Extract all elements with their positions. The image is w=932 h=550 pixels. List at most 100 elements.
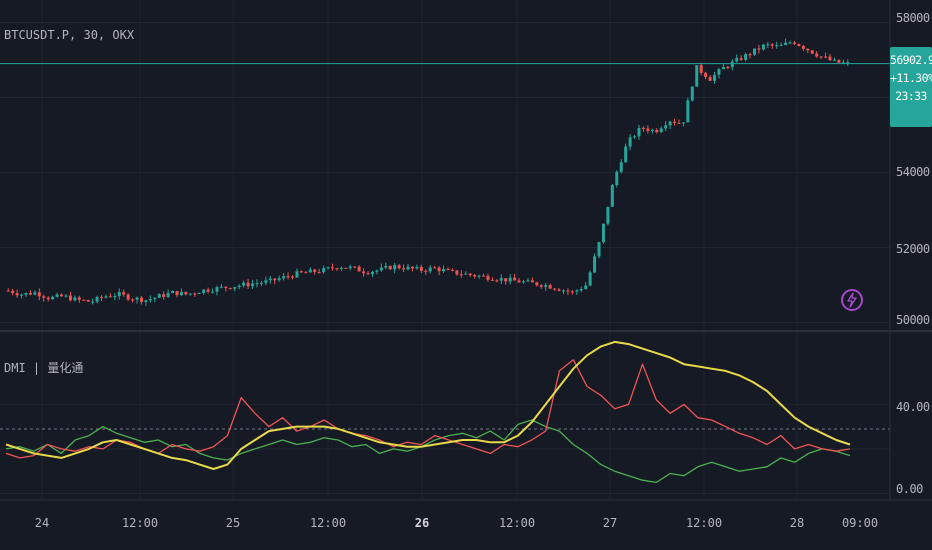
candle-body[interactable] <box>593 256 597 273</box>
candle-body[interactable] <box>188 293 192 295</box>
candle-body[interactable] <box>468 273 472 276</box>
candle-body[interactable] <box>646 128 650 132</box>
candle-body[interactable] <box>6 290 10 292</box>
candle-body[interactable] <box>228 287 232 289</box>
candle-body[interactable] <box>686 100 690 123</box>
candle-body[interactable] <box>450 269 454 271</box>
candle-body[interactable] <box>752 48 756 55</box>
candle-body[interactable] <box>433 267 437 269</box>
candle-body[interactable] <box>184 291 188 295</box>
candle-body[interactable] <box>131 299 135 301</box>
candle-body[interactable] <box>60 294 64 297</box>
candle-body[interactable] <box>770 44 774 46</box>
candle-body[interactable] <box>20 294 24 296</box>
candle-body[interactable] <box>713 74 717 81</box>
candle-body[interactable] <box>415 267 419 269</box>
di-plus-line[interactable] <box>5 419 851 484</box>
candle-body[interactable] <box>477 275 481 277</box>
candle-body[interactable] <box>717 69 721 75</box>
candle-body[interactable] <box>233 287 237 289</box>
candle-body[interactable] <box>761 44 765 50</box>
candle-body[interactable] <box>215 287 219 292</box>
candle-body[interactable] <box>526 280 530 282</box>
candle-body[interactable] <box>539 285 543 287</box>
candle-body[interactable] <box>122 292 126 295</box>
candle-body[interactable] <box>317 271 321 273</box>
candle-body[interactable] <box>699 65 703 73</box>
candle-body[interactable] <box>282 276 286 279</box>
candle-body[interactable] <box>277 278 281 281</box>
candle-body[interactable] <box>584 285 588 290</box>
candle-body[interactable] <box>86 300 90 302</box>
candle-body[interactable] <box>299 271 303 273</box>
candle-body[interactable] <box>135 297 139 300</box>
candle-body[interactable] <box>171 290 175 294</box>
candle-body[interactable] <box>446 269 450 271</box>
candle-body[interactable] <box>557 289 561 291</box>
candle-body[interactable] <box>295 271 299 278</box>
candle-body[interactable] <box>797 44 801 46</box>
candle-body[interactable] <box>242 282 246 286</box>
candle-body[interactable] <box>819 56 823 58</box>
candle-body[interactable] <box>157 294 161 298</box>
candle-body[interactable] <box>424 270 428 272</box>
candle-body[interactable] <box>330 267 334 269</box>
candle-body[interactable] <box>162 294 166 297</box>
candle-body[interactable] <box>73 297 77 301</box>
candle-body[interactable] <box>406 266 410 270</box>
candle-body[interactable] <box>77 297 81 300</box>
candle-body[interactable] <box>575 290 579 292</box>
candle-body[interactable] <box>846 62 850 64</box>
candle-body[interactable] <box>91 301 95 303</box>
candle-body[interactable] <box>348 266 352 269</box>
candle-body[interactable] <box>126 294 130 300</box>
candle-body[interactable] <box>370 271 374 275</box>
candle-body[interactable] <box>775 45 779 47</box>
candle-body[interactable] <box>735 58 739 62</box>
candle-body[interactable] <box>82 299 86 301</box>
candle-body[interactable] <box>792 42 796 45</box>
candle-body[interactable] <box>633 136 637 138</box>
candle-body[interactable] <box>322 268 326 273</box>
candle-body[interactable] <box>530 280 534 283</box>
candle-body[interactable] <box>237 285 241 288</box>
candle-body[interactable] <box>33 292 37 295</box>
candle-body[interactable] <box>179 291 183 296</box>
candle-body[interactable] <box>339 267 343 269</box>
candle-body[interactable] <box>841 62 845 64</box>
adx-line[interactable] <box>5 340 851 470</box>
candle-body[interactable] <box>197 292 201 294</box>
candle-body[interactable] <box>193 293 197 295</box>
candle-body[interactable] <box>650 130 654 132</box>
candle-body[interactable] <box>601 223 605 243</box>
candle-body[interactable] <box>375 270 379 272</box>
candle-body[interactable] <box>113 296 117 298</box>
candle-body[interactable] <box>730 61 734 68</box>
candle-body[interactable] <box>628 137 632 147</box>
candle-body[interactable] <box>659 128 663 133</box>
candle-body[interactable] <box>566 290 570 292</box>
candle-body[interactable] <box>766 44 770 46</box>
candle-body[interactable] <box>357 266 361 272</box>
candle-body[interactable] <box>655 130 659 133</box>
candle-body[interactable] <box>139 297 143 302</box>
candle-body[interactable] <box>55 294 59 297</box>
candle-body[interactable] <box>624 146 628 163</box>
candle-body[interactable] <box>68 295 72 301</box>
candle-body[interactable] <box>117 292 121 297</box>
candle-body[interactable] <box>695 65 699 87</box>
dmi-indicator[interactable] <box>5 340 851 484</box>
candle-body[interactable] <box>704 72 708 78</box>
candle-body[interactable] <box>579 289 583 291</box>
candle-body[interactable] <box>353 266 357 268</box>
candle-body[interactable] <box>690 86 694 101</box>
candle-body[interactable] <box>28 293 32 295</box>
candle-body[interactable] <box>219 286 223 288</box>
candle-body[interactable] <box>42 296 46 298</box>
candle-body[interactable] <box>308 269 312 273</box>
candle-body[interactable] <box>801 45 805 49</box>
candle-body[interactable] <box>335 268 339 270</box>
candle-body[interactable] <box>286 276 290 278</box>
candle-body[interactable] <box>561 290 565 292</box>
candle-body[interactable] <box>788 42 792 44</box>
